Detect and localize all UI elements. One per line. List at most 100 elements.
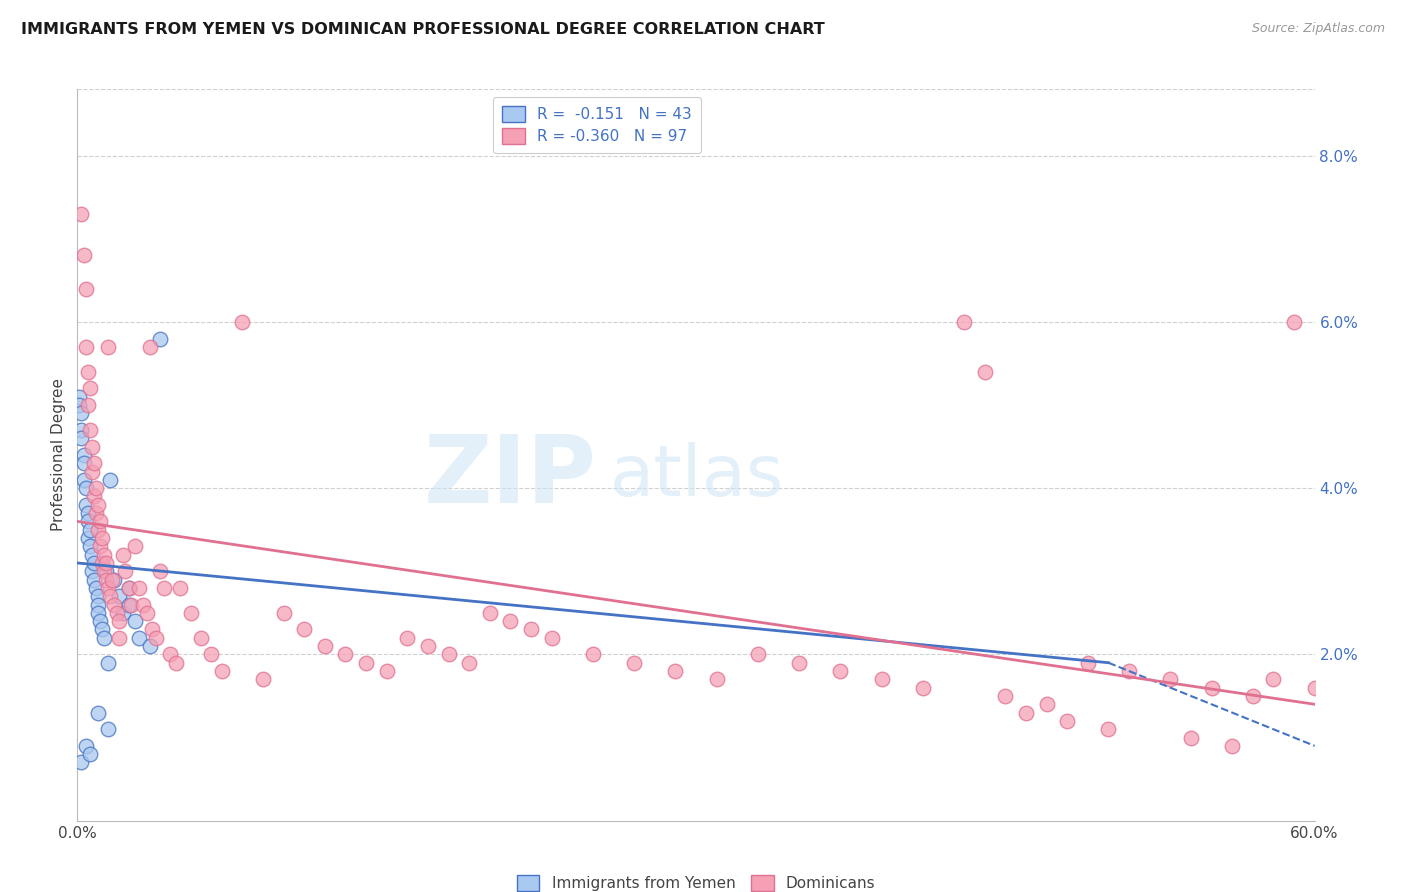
Point	[91, 531, 114, 545]
Point	[93, 548, 115, 562]
Point	[84, 581, 107, 595]
Point	[79, 381, 101, 395]
Point	[97, 723, 120, 737]
Point	[1035, 698, 1057, 712]
Point	[67, 390, 90, 404]
Point	[540, 631, 562, 645]
Point	[211, 664, 233, 678]
Point	[1015, 706, 1038, 720]
Point	[79, 539, 101, 553]
Point	[87, 606, 110, 620]
Point	[582, 648, 605, 662]
Point	[118, 598, 141, 612]
Point	[252, 673, 274, 687]
Point	[84, 481, 107, 495]
Point	[96, 573, 118, 587]
Point	[87, 523, 110, 537]
Text: atlas: atlas	[609, 442, 783, 511]
Point	[169, 581, 191, 595]
Point	[165, 656, 187, 670]
Point	[76, 506, 98, 520]
Point	[80, 548, 103, 562]
Point	[180, 606, 202, 620]
Point	[93, 564, 115, 578]
Point	[437, 648, 460, 662]
Point	[994, 689, 1017, 703]
Point	[118, 581, 141, 595]
Point	[107, 589, 129, 603]
Point	[84, 506, 107, 520]
Point	[70, 423, 93, 437]
Point	[91, 623, 114, 637]
Point	[111, 548, 134, 562]
Point	[458, 656, 481, 670]
Point	[76, 515, 98, 529]
Point	[623, 656, 645, 670]
Point	[97, 656, 120, 670]
Point	[1097, 723, 1119, 737]
Point	[128, 631, 150, 645]
Point	[105, 606, 128, 620]
Point	[190, 631, 212, 645]
Point	[75, 282, 97, 296]
Point	[124, 539, 146, 553]
Point	[80, 440, 103, 454]
Point	[83, 456, 105, 470]
Point	[520, 623, 543, 637]
Point	[145, 631, 167, 645]
Point	[72, 448, 94, 462]
Point	[1180, 731, 1202, 745]
Point	[76, 365, 98, 379]
Point	[87, 706, 110, 720]
Point	[80, 564, 103, 578]
Point	[138, 639, 160, 653]
Point	[138, 340, 160, 354]
Point	[70, 431, 93, 445]
Point	[83, 556, 105, 570]
Point	[70, 756, 93, 770]
Point	[103, 573, 125, 587]
Point	[97, 581, 120, 595]
Point	[96, 564, 118, 578]
Text: Source: ZipAtlas.com: Source: ZipAtlas.com	[1251, 22, 1385, 36]
Point	[953, 315, 976, 329]
Point	[1201, 681, 1223, 695]
Point	[231, 315, 253, 329]
Point	[499, 614, 522, 628]
Point	[273, 606, 295, 620]
Point	[124, 614, 146, 628]
Point	[72, 473, 94, 487]
Point	[87, 589, 110, 603]
Point	[89, 515, 111, 529]
Point	[114, 564, 136, 578]
Point	[132, 598, 155, 612]
Point	[200, 648, 222, 662]
Point	[1077, 656, 1099, 670]
Point	[89, 539, 111, 553]
Point	[706, 673, 728, 687]
Point	[1118, 664, 1140, 678]
Point	[79, 747, 101, 761]
Point	[120, 598, 142, 612]
Text: IMMIGRANTS FROM YEMEN VS DOMINICAN PROFESSIONAL DEGREE CORRELATION CHART: IMMIGRANTS FROM YEMEN VS DOMINICAN PROFE…	[21, 22, 825, 37]
Text: ZIP: ZIP	[425, 431, 598, 523]
Point	[76, 531, 98, 545]
Point	[830, 664, 852, 678]
Point	[664, 664, 686, 678]
Point	[870, 673, 893, 687]
Point	[375, 664, 398, 678]
Point	[70, 406, 93, 420]
Point	[128, 581, 150, 595]
Point	[98, 589, 121, 603]
Point	[70, 207, 93, 221]
Point	[83, 490, 105, 504]
Point	[107, 631, 129, 645]
Point	[1220, 739, 1243, 753]
Point	[1056, 714, 1078, 728]
Point	[396, 631, 419, 645]
Point	[87, 498, 110, 512]
Point	[75, 498, 97, 512]
Point	[911, 681, 934, 695]
Point	[79, 523, 101, 537]
Point	[141, 623, 163, 637]
